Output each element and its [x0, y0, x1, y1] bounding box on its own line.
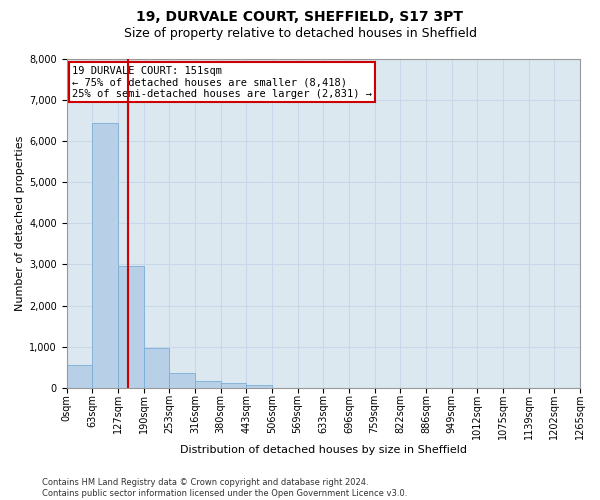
X-axis label: Distribution of detached houses by size in Sheffield: Distribution of detached houses by size … [180, 445, 467, 455]
Bar [143, 348, 169, 388]
Bar [169, 374, 195, 388]
Bar [118, 266, 143, 388]
Bar [67, 365, 92, 388]
Y-axis label: Number of detached properties: Number of detached properties [15, 136, 25, 311]
Text: Contains HM Land Registry data © Crown copyright and database right 2024.
Contai: Contains HM Land Registry data © Crown c… [42, 478, 407, 498]
Text: 19, DURVALE COURT, SHEFFIELD, S17 3PT: 19, DURVALE COURT, SHEFFIELD, S17 3PT [137, 10, 464, 24]
Bar [195, 380, 221, 388]
Text: Size of property relative to detached houses in Sheffield: Size of property relative to detached ho… [124, 28, 476, 40]
Text: 19 DURVALE COURT: 151sqm
← 75% of detached houses are smaller (8,418)
25% of sem: 19 DURVALE COURT: 151sqm ← 75% of detach… [72, 66, 372, 99]
Bar [221, 382, 247, 388]
Bar [247, 384, 272, 388]
Bar [92, 122, 118, 388]
